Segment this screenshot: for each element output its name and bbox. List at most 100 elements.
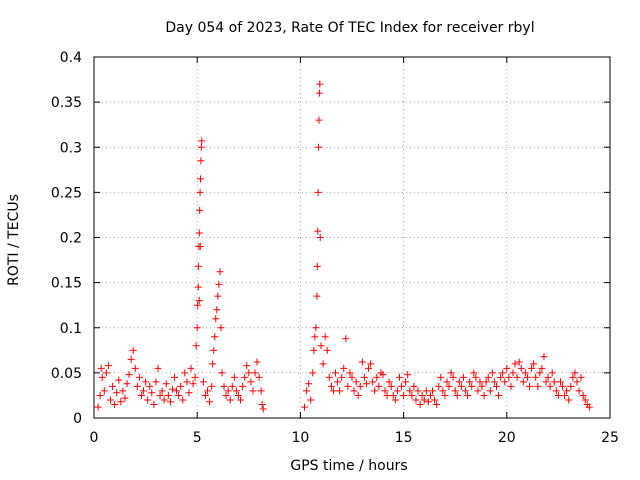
data-point: [168, 385, 176, 393]
data-point: [127, 355, 135, 363]
data-point: [459, 373, 467, 381]
data-point: [393, 387, 401, 395]
data-point: [142, 378, 150, 386]
data-point: [338, 373, 346, 381]
data-point: [418, 391, 426, 399]
data-point: [532, 373, 540, 381]
data-point: [552, 387, 560, 395]
data-point: [315, 143, 323, 151]
chart-title: Day 054 of 2023, Rate Of TEC Index for r…: [165, 20, 534, 36]
data-point: [224, 387, 232, 395]
data-point: [480, 391, 488, 399]
data-point: [179, 396, 187, 404]
data-point: [404, 371, 412, 379]
data-point: [546, 382, 554, 390]
data-point: [352, 378, 360, 386]
data-point: [191, 373, 199, 381]
data-point: [187, 364, 195, 372]
data-point: [526, 382, 534, 390]
data-point: [195, 229, 203, 237]
x-tick-label: 5: [193, 430, 202, 446]
data-point: [486, 387, 494, 395]
data-point: [314, 227, 322, 235]
data-point: [198, 137, 206, 145]
data-point: [369, 378, 377, 386]
data-point: [358, 358, 366, 366]
data-point: [194, 283, 202, 291]
data-point: [375, 382, 383, 390]
data-point: [472, 373, 480, 381]
data-point: [327, 382, 335, 390]
data-point: [484, 373, 492, 381]
data-point: [98, 373, 106, 381]
data-point: [447, 369, 455, 377]
data-point: [175, 391, 183, 399]
data-point: [542, 378, 550, 386]
data-point: [563, 387, 571, 395]
data-point: [523, 373, 531, 381]
data-point: [505, 373, 513, 381]
data-point: [528, 364, 536, 372]
data-point: [257, 387, 265, 395]
data-point: [181, 369, 189, 377]
data-point: [474, 387, 482, 395]
data-point: [575, 387, 583, 395]
data-point: [133, 382, 141, 390]
data-point: [309, 369, 317, 377]
data-point: [344, 382, 352, 390]
data-point: [482, 378, 490, 386]
data-point: [395, 373, 403, 381]
x-tick-label: 0: [90, 430, 99, 446]
data-point: [398, 382, 406, 390]
data-point: [183, 378, 191, 386]
y-tick-label: 0.05: [51, 366, 82, 382]
data-point: [342, 335, 350, 343]
data-point: [201, 391, 209, 399]
data-point: [148, 389, 156, 397]
x-tick-label: 20: [498, 430, 516, 446]
data-point: [579, 391, 587, 399]
data-point: [565, 396, 573, 404]
data-point: [331, 369, 339, 377]
data-point: [162, 380, 170, 388]
data-point: [303, 387, 311, 395]
data-point: [193, 324, 201, 332]
data-point: [548, 369, 556, 377]
data-point: [173, 387, 181, 395]
data-point: [515, 358, 523, 366]
y-tick-label: 0.35: [51, 95, 82, 111]
data-point: [321, 333, 329, 341]
data-point: [310, 346, 318, 354]
data-point: [577, 373, 585, 381]
data-point: [455, 378, 463, 386]
data-point: [301, 403, 309, 411]
data-point: [499, 369, 507, 377]
data-point: [160, 396, 168, 404]
data-point: [146, 382, 154, 390]
data-point: [209, 360, 217, 368]
data-point: [424, 398, 432, 406]
data-point: [135, 373, 143, 381]
data-point: [550, 378, 558, 386]
data-point: [152, 378, 160, 386]
data-point: [228, 382, 236, 390]
data-point: [150, 400, 158, 408]
y-tick-label: 0.15: [51, 276, 82, 292]
data-point: [107, 396, 115, 404]
data-point: [569, 373, 577, 381]
data-point: [230, 373, 238, 381]
data-point: [255, 373, 263, 381]
data-point: [445, 382, 453, 390]
data-point: [453, 391, 461, 399]
data-point: [94, 403, 102, 411]
data-point: [206, 398, 214, 406]
data-point: [360, 373, 368, 381]
data-point: [530, 360, 538, 368]
data-point: [367, 360, 375, 368]
data-point: [247, 378, 255, 386]
data-point: [501, 378, 509, 386]
y-tick-label: 0.3: [60, 140, 82, 156]
data-point: [451, 387, 459, 395]
data-point: [204, 387, 212, 395]
data-point: [196, 188, 204, 196]
